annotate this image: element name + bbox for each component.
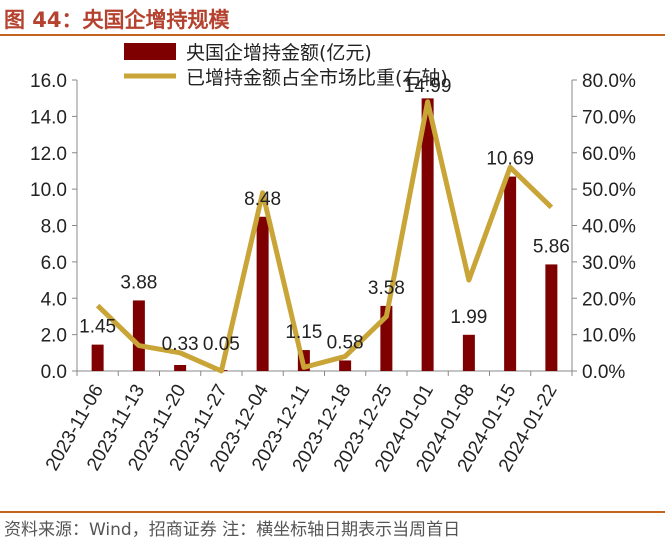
left-tick-label: 14.0	[30, 107, 67, 128]
bar	[462, 334, 475, 371]
left-tick-label: 0.0	[41, 362, 67, 383]
line-series	[95, 99, 554, 374]
legend: 央国企增持金额(亿元) 已增持金额占全市场比重(右轴)	[124, 42, 448, 89]
data-label: 3.58	[368, 278, 405, 299]
left-tick-label: 16.0	[30, 71, 67, 92]
bar	[174, 364, 187, 371]
legend-line-label: 已增持金额占全市场比重(右轴)	[186, 67, 448, 89]
bar	[91, 344, 104, 371]
left-tick-label: 2.0	[41, 326, 67, 347]
left-tick-label: 10.0	[30, 180, 67, 201]
data-label: 0.58	[327, 332, 364, 353]
data-label: 0.05	[203, 334, 240, 355]
data-label: 8.48	[244, 189, 281, 210]
right-tick-label: 70.0%	[582, 107, 636, 128]
x-tick-labels: 2023-11-062023-11-132023-11-202023-11-27…	[42, 381, 562, 476]
data-label: 0.33	[162, 334, 199, 355]
left-tick-label: 4.0	[41, 289, 67, 310]
right-tick-label: 20.0%	[582, 289, 636, 310]
data-label: 10.69	[486, 149, 534, 170]
legend-bar-swatch	[124, 43, 176, 60]
right-tick-label: 10.0%	[582, 326, 636, 347]
bar	[256, 216, 269, 371]
data-labels: 1.45 3.88 0.33 0.05 8.48 1.15 0.58 3.58 14.99 1.9…	[79, 76, 570, 355]
bar	[421, 98, 434, 371]
right-tick-label: 30.0%	[582, 253, 636, 274]
right-tick-label: 50.0%	[582, 180, 636, 201]
left-tick-label: 8.0	[41, 217, 67, 238]
footer-divider	[0, 511, 665, 513]
data-label: 3.88	[120, 272, 157, 293]
bar	[339, 360, 352, 371]
data-label: 5.86	[533, 236, 570, 257]
legend-bar-label: 央国企增持金额(亿元)	[186, 42, 372, 64]
right-tick-label: 40.0%	[582, 217, 636, 238]
left-tick-label: 12.0	[30, 144, 67, 165]
data-label: 1.99	[450, 307, 487, 328]
right-tick-label: 60.0%	[582, 144, 636, 165]
data-label: 14.99	[404, 76, 452, 97]
data-label: 1.45	[79, 317, 116, 338]
axes: 0.0 2.0 4.0 6.0 8.0 10.0 12.0 14.0 16.0 0.0% 10.0%…	[30, 71, 636, 383]
bar	[504, 176, 517, 371]
bar	[132, 300, 145, 371]
right-tick-label: 0.0%	[582, 362, 625, 383]
figure-title: 图 44：央国企增持规模	[4, 8, 230, 32]
source-note: 资料来源：Wind，招商证券 注：横坐标轴日期表示当周首日	[4, 520, 461, 540]
bar-series	[91, 98, 558, 371]
title-divider	[0, 34, 665, 36]
share-line	[95, 99, 554, 374]
data-label: 1.15	[285, 322, 322, 343]
left-tick-label: 6.0	[41, 253, 67, 274]
right-tick-label: 80.0%	[582, 71, 636, 92]
bar	[545, 264, 558, 371]
